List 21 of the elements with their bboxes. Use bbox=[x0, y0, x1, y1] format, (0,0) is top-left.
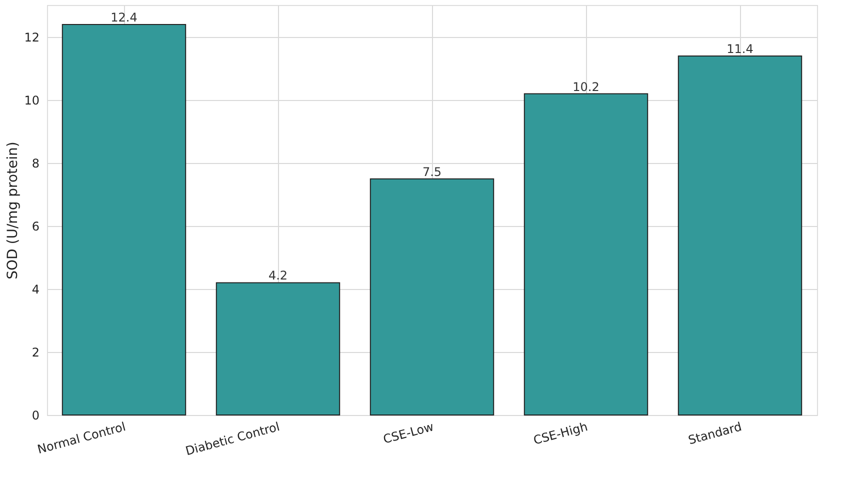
data-label: 7.5 bbox=[422, 164, 442, 179]
y-tick-label: 12 bbox=[24, 30, 40, 45]
y-axis-title: SOD (U/mg protein) bbox=[5, 142, 22, 280]
data-label: 12.4 bbox=[110, 10, 138, 25]
y-tick-label: 2 bbox=[32, 346, 40, 360]
bar bbox=[216, 282, 340, 416]
y-tick-label: 0 bbox=[32, 408, 40, 422]
data-label: 11.4 bbox=[726, 42, 754, 56]
data-label: 4.2 bbox=[268, 268, 288, 283]
x-tick-label: Normal Control bbox=[36, 420, 128, 457]
y-tick-label: 4 bbox=[32, 282, 40, 297]
y-tick-label: 8 bbox=[32, 156, 40, 171]
y-tick-label: 6 bbox=[32, 220, 40, 234]
bar bbox=[370, 178, 494, 416]
bar bbox=[524, 93, 648, 416]
bar bbox=[62, 24, 186, 416]
bar bbox=[678, 56, 802, 416]
x-tick-label: CSE-Low bbox=[382, 420, 436, 446]
data-label: 10.2 bbox=[572, 80, 600, 94]
y-tick-label: 10 bbox=[24, 94, 40, 108]
x-tick-label: Diabetic Control bbox=[184, 420, 282, 458]
